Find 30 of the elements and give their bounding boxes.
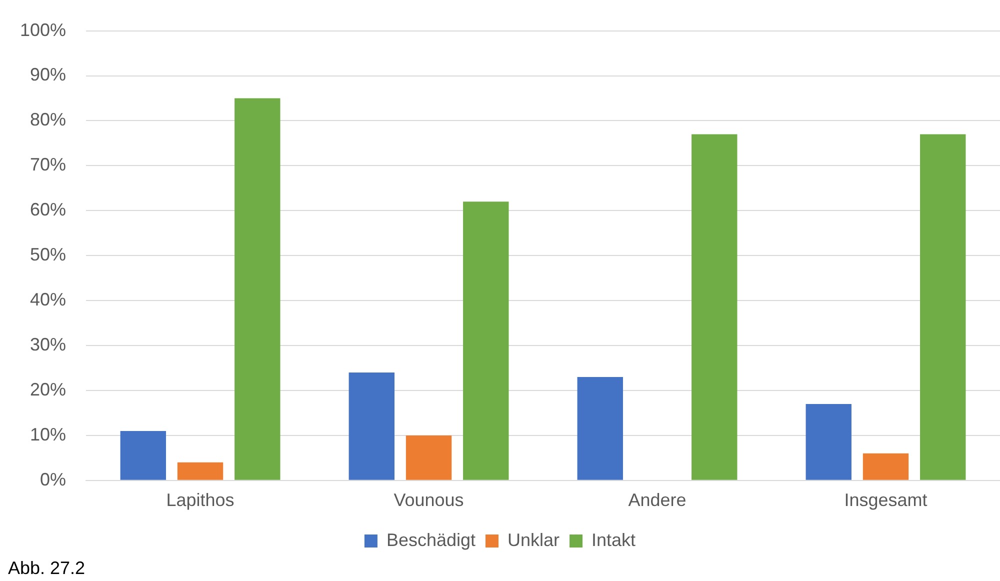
y-tick-label: 20%	[30, 379, 66, 400]
y-tick-label: 40%	[30, 290, 66, 310]
y-tick-label: 70%	[30, 154, 66, 175]
bar	[692, 134, 738, 480]
bar	[348, 372, 394, 480]
x-tick-label: Vounous	[394, 490, 464, 510]
bar	[120, 430, 166, 480]
bar	[577, 376, 623, 480]
y-tick-label: 0%	[40, 469, 66, 490]
bar	[463, 202, 509, 480]
y-tick-label: 60%	[30, 200, 66, 220]
y-tick-label: 50%	[30, 244, 66, 265]
y-tick-label: 100%	[20, 20, 66, 40]
bar	[920, 134, 966, 480]
bar	[234, 98, 280, 480]
legend-label: Unklar	[508, 530, 560, 550]
bar	[806, 404, 852, 480]
caption: Abb. 27.2	[8, 558, 86, 579]
legend-label: Beschädigt	[386, 530, 476, 550]
y-tick-label: 80%	[30, 110, 66, 130]
y-tick-label: 90%	[30, 64, 66, 85]
x-tick-label: Lapithos	[166, 490, 234, 510]
y-tick-label: 10%	[30, 424, 66, 444]
y-tick-label: 30%	[30, 334, 66, 354]
bar	[177, 462, 224, 480]
legend-label: Intakt	[592, 530, 636, 550]
bar	[406, 435, 452, 480]
x-tick-label: Andere	[628, 490, 686, 510]
x-tick-label: Insgesamt	[844, 490, 928, 510]
bar	[862, 453, 909, 480]
